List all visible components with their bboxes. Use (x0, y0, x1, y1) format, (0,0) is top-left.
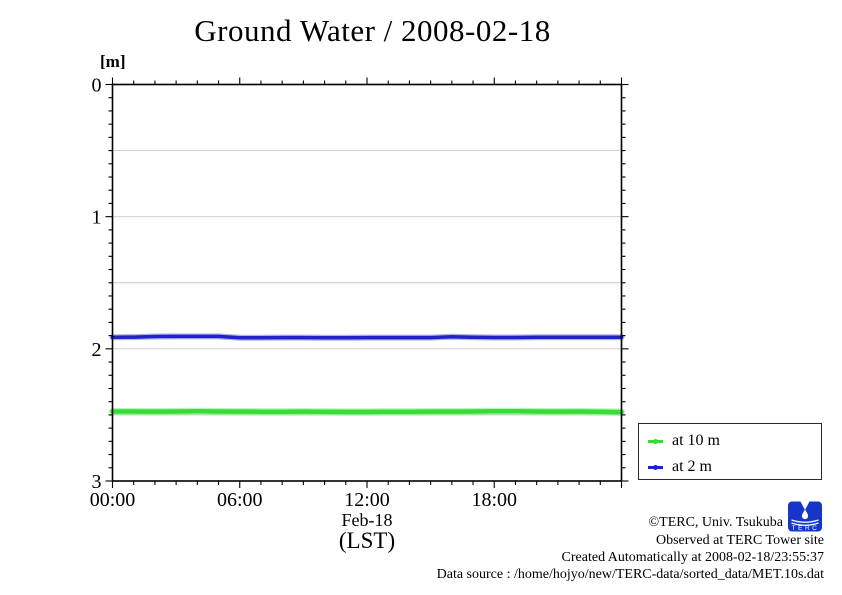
x-tick-label: 00:00 (90, 489, 136, 511)
legend-marker-blue-icon (648, 464, 663, 470)
y-tick-label: 3 (92, 471, 102, 493)
terc-logo-text: TERC (792, 525, 820, 532)
footer-datasource-line: Data source : /home/hojyo/new/TERC-data/… (436, 567, 824, 582)
legend-item-at-10m: at 10 m (639, 428, 821, 454)
x-axis-timezone-label: (LST) (338, 528, 396, 553)
series-line-at-2-m (110, 334, 624, 340)
terc-logo-icon: TERC (788, 501, 822, 532)
y-tick-label: 0 (92, 75, 102, 97)
y-tick-label: 2 (92, 339, 102, 361)
legend-marker-green-icon (648, 438, 663, 444)
series-line-at-10-m (110, 409, 624, 415)
footer-credits: ©TERC, Univ. Tsukuba TERC Observed at TE… (437, 501, 824, 583)
legend-box: at 10 m at 2 m (638, 423, 822, 480)
x-tick-label: 06:00 (217, 489, 263, 511)
legend-label-at-10m: at 10 m (672, 432, 720, 449)
footer-observed-line: Observed at TERC Tower site (655, 533, 824, 548)
y-axis-unit-label: [m] (100, 52, 126, 71)
x-axis-date-label: Feb-18 (341, 510, 393, 530)
legend-item-at-2m: at 2 m (639, 454, 821, 480)
y-tick-label: 1 (92, 207, 102, 229)
x-tick-label: 12:00 (344, 489, 390, 511)
footer-copyright-row: ©TERC, Univ. Tsukuba TERC (437, 501, 824, 532)
copyright-text: ©TERC, Univ. Tsukuba (648, 515, 784, 530)
footer-created-line: Created Automatically at 2008-02-18/23:5… (561, 550, 824, 565)
legend-label-at-2m: at 2 m (672, 458, 712, 475)
chart-title: Ground Water / 2008-02-18 (194, 13, 551, 48)
x-tick-label: 18:00 (471, 489, 517, 511)
